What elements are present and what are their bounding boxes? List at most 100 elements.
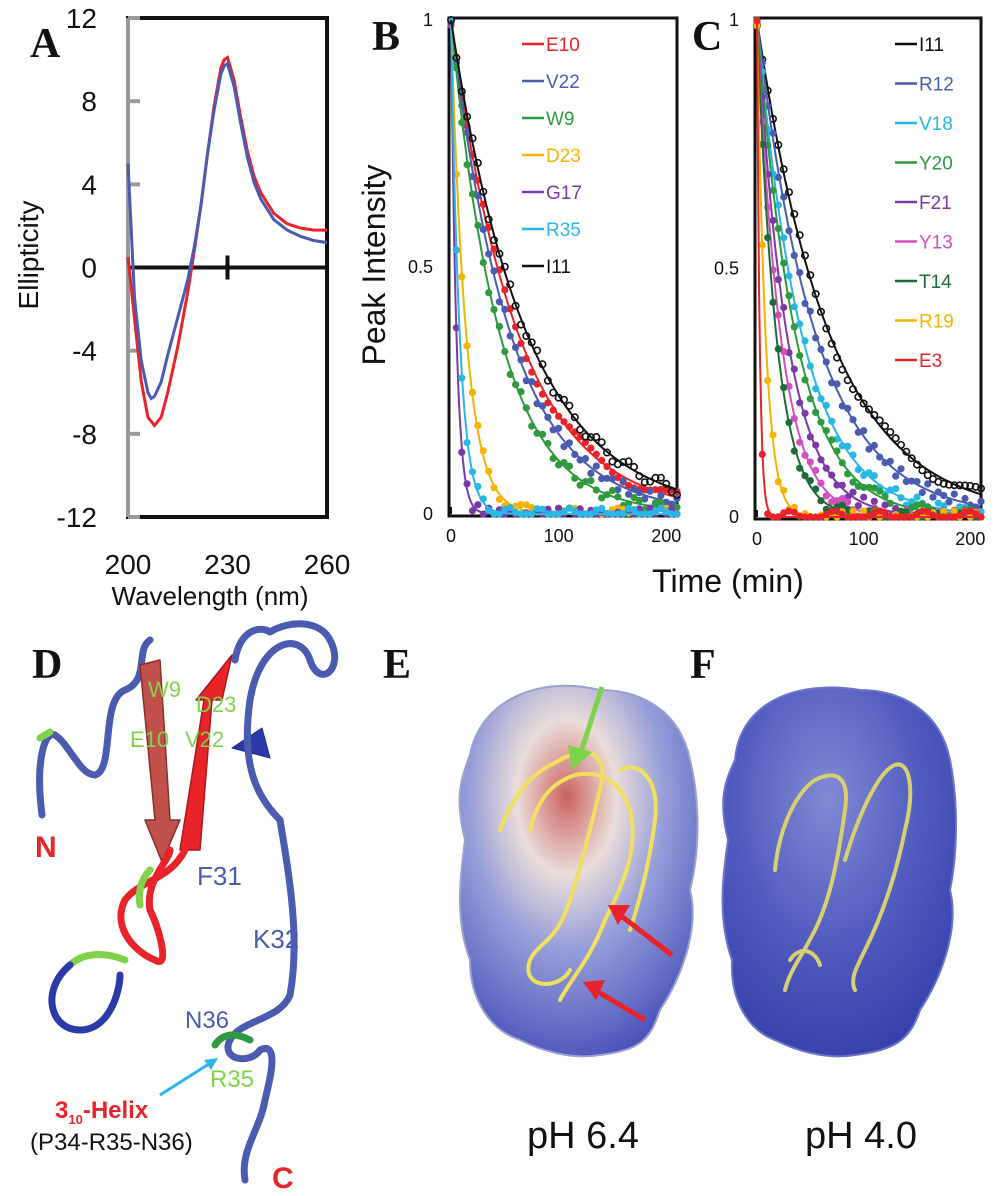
panel-b-point-E10	[560, 418, 568, 426]
n-term-loop	[36, 636, 154, 819]
label-v22: V22	[185, 727, 224, 752]
panel-label-a: A	[30, 21, 61, 67]
panel-c-point-T14	[785, 418, 793, 427]
panel-c-point-Y13	[822, 492, 830, 500]
panel-c-ytick-label: 0	[729, 507, 739, 527]
panel-b-point-I11	[656, 473, 665, 482]
panel-c-point-R19	[860, 507, 868, 515]
panel-b-xtick-label: 0	[446, 526, 456, 546]
panel-c-point-Y13	[790, 414, 798, 423]
panel-b-point-R35	[485, 506, 493, 515]
panel-c-point-F21	[860, 493, 868, 501]
panel-label-e: E	[383, 642, 411, 688]
panel-c-point-Y20	[870, 484, 878, 492]
panel-b-point-V22	[506, 332, 514, 340]
panel-c: C 0 0.5 1 0 100 200 I11 R12 V18 Y20 F21 Y13 T14 R19 E…	[652, 10, 985, 599]
panel-c-point-V18	[780, 234, 788, 242]
panel-b-point-I11	[473, 158, 482, 167]
panel-a-ytick-label: -4	[72, 336, 97, 367]
panel-c-fit-I11	[756, 19, 982, 496]
panel-c-point-I11	[795, 231, 804, 240]
panel-c-point-E3	[753, 17, 761, 25]
panel-a-xlabel: Wavelength (nm)	[112, 581, 309, 611]
panel-c-point-E3	[924, 508, 932, 516]
panel-c-point-V18	[822, 401, 830, 409]
panel-c-point-V18	[870, 472, 878, 480]
panel-b-point-I11	[489, 236, 498, 245]
panel-b-point-V22	[657, 491, 665, 500]
panel-b-point-E10	[538, 390, 547, 398]
panel-d: D W9 D23 E10 V	[30, 620, 339, 1195]
panel-b-point-W9	[603, 491, 611, 499]
panel-c-point-I11	[806, 271, 815, 280]
panel-b-point-W9	[549, 454, 557, 463]
panel-c-point-R19	[758, 241, 766, 249]
panel-b-legend: E10 V22 W9 D23 G17 R35 I11	[522, 35, 582, 278]
panel-b-point-W9	[485, 289, 493, 297]
panel-c-point-E3	[865, 512, 873, 520]
panel-c-point-Y20	[822, 426, 830, 435]
panel-c-point-I11	[896, 440, 905, 449]
panel-b-point-I11	[570, 413, 579, 422]
panel-b-point-R35	[587, 510, 595, 518]
panel-f: F	[690, 642, 957, 1058]
panel-a-ytick-label: 4	[81, 169, 97, 200]
panel-c-point-V18	[913, 493, 921, 501]
panel-c-point-R12	[913, 477, 921, 486]
panel-b-point-E10	[544, 399, 552, 407]
panel-c-point-Y20	[785, 292, 793, 300]
panel-c-legend-label: Y13	[919, 233, 953, 254]
panel-b-point-I11	[527, 338, 536, 347]
panel-c-point-F21	[854, 502, 862, 510]
panel-b-point-I11	[586, 433, 595, 442]
panel-b-point-I11	[543, 376, 552, 385]
panel-c-point-Y13	[812, 466, 820, 474]
ribbon-structure	[36, 620, 339, 1184]
panel-a-ylabel: Ellipticity	[13, 201, 44, 310]
panel-c-point-Y20	[817, 418, 825, 426]
panel-c-point-I11	[955, 481, 964, 490]
panel-c-point-E3	[956, 511, 964, 519]
panel-c-point-V18	[828, 417, 836, 425]
panel-c-point-I11	[880, 422, 889, 431]
panel-b-point-W9	[495, 322, 503, 330]
red-arrow-1-shaft	[618, 913, 674, 957]
panel-c-point-V18	[865, 469, 873, 477]
panel-b-point-V22	[646, 487, 654, 495]
panel-c-point-I11	[859, 399, 868, 408]
panel-b-point-V22	[517, 356, 525, 364]
panel-c-point-I11	[870, 410, 879, 419]
panel-b-point-I11	[662, 479, 671, 488]
panel-b-point-I11	[581, 432, 590, 441]
panel-c-point-Y13	[806, 458, 814, 466]
panel-b-legend-label: D23	[546, 146, 581, 167]
label-w9: W9	[148, 677, 181, 702]
panel-c-point-I11	[918, 466, 927, 475]
caption-ph40: pH 4.0	[805, 1115, 917, 1157]
panel-b-point-G17	[474, 501, 482, 509]
panel-c-point-Y20	[790, 323, 798, 331]
panel-b-point-I11	[565, 401, 574, 410]
label-c-term: C	[272, 1162, 294, 1195]
panel-b-point-V22	[479, 225, 487, 234]
panel-b-point-W9	[479, 258, 487, 267]
panel-c-point-Y20	[838, 459, 846, 467]
panel-c-point-E3	[758, 450, 766, 458]
panel-c-point-R12	[918, 488, 926, 497]
panel-c-point-I11	[832, 353, 841, 362]
panel-b-ytick-label: 0	[423, 504, 433, 524]
panel-c-point-F21	[806, 433, 814, 441]
panel-b-point-V22	[511, 343, 520, 351]
panel-c-point-I11	[923, 471, 932, 480]
panel-c-point-R12	[796, 268, 804, 277]
panel-b-point-D23	[479, 447, 487, 455]
panel-c-point-T14	[796, 464, 804, 472]
panel-b-point-W9	[576, 481, 584, 489]
panel-c-point-Y13	[817, 479, 825, 487]
panel-b-point-I11	[646, 477, 655, 486]
panel-b-point-V22	[501, 305, 509, 313]
panel-b-point-I11	[597, 438, 606, 447]
panel-b-point-I11	[463, 112, 472, 121]
panel-b: B 0 0.5 1 0 100 200 E10 V22 W9 D23 G17 R35 I11 Peak…	[356, 10, 681, 546]
panel-c-point-I11	[827, 339, 836, 348]
